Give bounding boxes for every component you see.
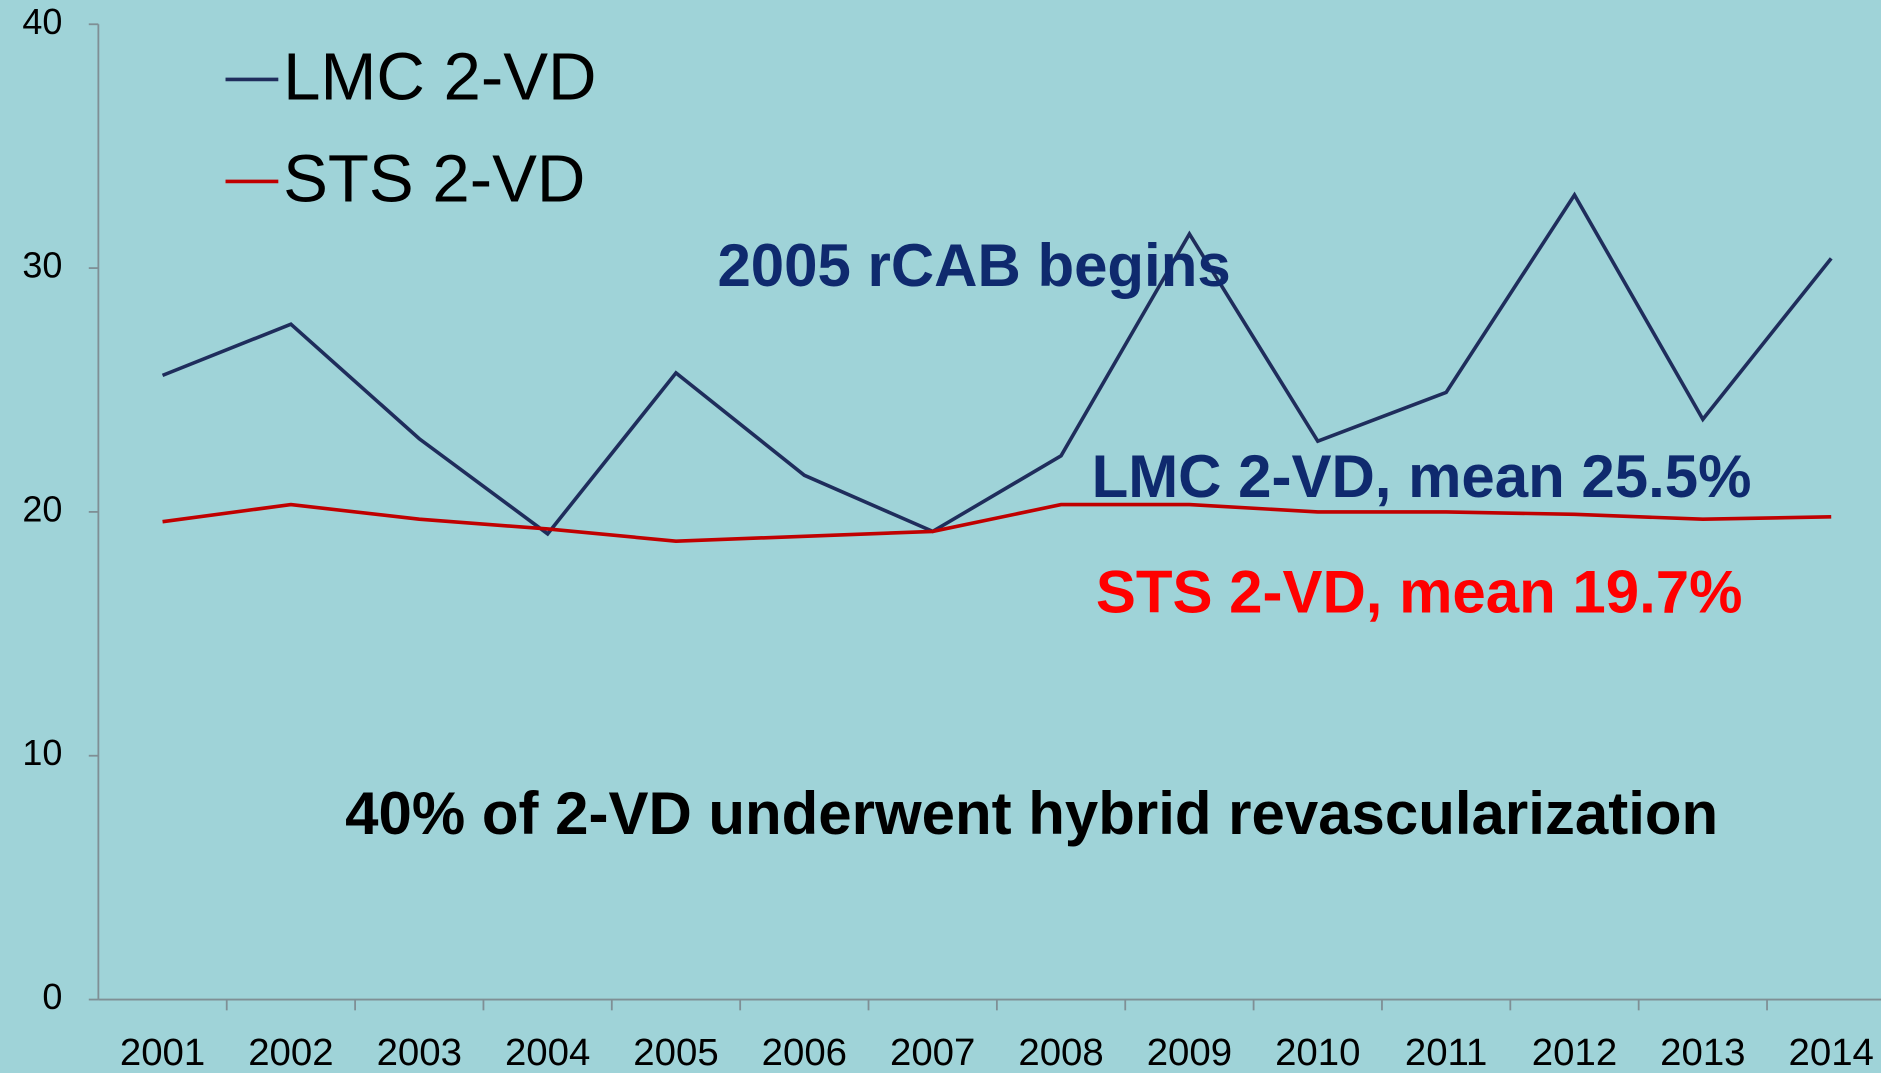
x-tick-label: 2006 xyxy=(762,1031,847,1073)
x-tick-label: 2014 xyxy=(1789,1031,1874,1073)
y-tick-label: 0 xyxy=(42,976,62,1017)
x-tick-label: 2011 xyxy=(1405,1031,1488,1073)
x-tick-label: 2010 xyxy=(1275,1031,1360,1073)
x-tick-label: 2001 xyxy=(120,1031,205,1073)
series-line xyxy=(162,502,1832,543)
series-line xyxy=(161,191,1833,537)
y-tick-label: 30 xyxy=(22,245,62,286)
y-tick-label: 40 xyxy=(22,1,62,42)
annotation: 2005 rCAB begins xyxy=(717,232,1230,299)
x-tick-label: 2002 xyxy=(248,1031,333,1073)
x-tick-label: 2013 xyxy=(1660,1031,1745,1073)
legend-label: LMC 2-VD xyxy=(283,40,596,115)
x-tick-label: 2008 xyxy=(1018,1031,1103,1073)
annotation: 40% of 2-VD underwent hybrid revasculari… xyxy=(345,780,1718,847)
x-tick-label: 2004 xyxy=(505,1031,590,1073)
annotation: LMC 2-VD, mean 25.5% xyxy=(1092,443,1752,510)
x-tick-label: 2003 xyxy=(377,1031,462,1073)
x-tick-label: 2005 xyxy=(633,1031,718,1073)
x-tick-label: 2007 xyxy=(890,1031,975,1073)
annotation: STS 2-VD, mean 19.7% xyxy=(1096,558,1743,625)
y-tick-label: 10 xyxy=(22,732,62,773)
x-tick-label: 2012 xyxy=(1532,1031,1617,1073)
x-tick-label: 2009 xyxy=(1147,1031,1232,1073)
y-tick-label: 20 xyxy=(22,488,62,529)
legend-label: STS 2-VD xyxy=(283,142,585,217)
